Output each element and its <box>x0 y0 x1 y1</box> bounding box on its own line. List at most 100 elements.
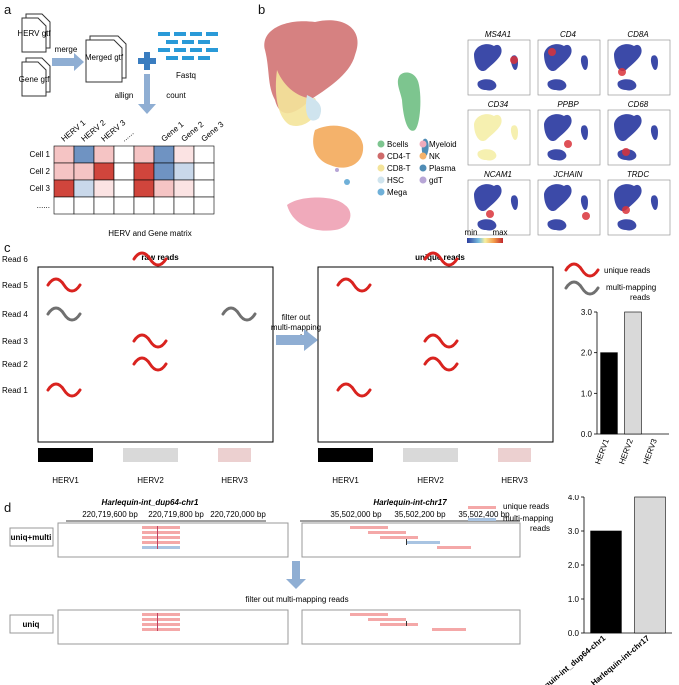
legend-swatch <box>419 164 427 172</box>
track2-multi-reads <box>350 526 471 549</box>
unique-reads-box <box>317 266 554 443</box>
legend-label: gdT <box>429 176 443 185</box>
fastq-label: Fastq <box>176 71 196 80</box>
legend-unique-swatch <box>468 506 496 509</box>
merged-gtf-document-icon <box>85 35 127 83</box>
raw-read-3-wave <box>132 333 168 349</box>
read-label: Read 3 <box>2 337 28 346</box>
genomic-tick-label: 35,502,200 bp <box>394 510 446 519</box>
legend-label: Myeloid <box>429 140 457 149</box>
matrix-col-header: Gene 3 <box>200 119 226 143</box>
legend-multi-wave <box>564 280 600 296</box>
y-tick-label: 3.0 <box>581 308 593 317</box>
genomic-ticks: 220,719,600 bp 220,719,800 bp 220,720,000 … <box>82 510 510 519</box>
matrix-row-header: Cell 2 <box>30 167 51 176</box>
panel-b-figure: Bcells Myeloid CD4-T NK CD8-T Plasma HSC gdT Meg… <box>264 20 671 243</box>
herv-gtf-label: HERV gtf <box>17 29 51 38</box>
feature-cluster-main <box>614 184 642 212</box>
legend-label: CD8-T <box>387 164 411 173</box>
count-label: count <box>166 91 186 100</box>
gene-gtf-label: Gene gtf <box>19 75 50 84</box>
read-label: Read 6 <box>2 255 28 264</box>
raw-read-4a-wave <box>46 306 82 322</box>
matrix-cell <box>193 162 215 181</box>
legend-d-unique: unique reads <box>503 502 549 511</box>
raw-read-4b-wave <box>221 306 257 322</box>
feature-cluster-b <box>510 125 518 140</box>
feature-hotspot <box>622 206 630 214</box>
track2-multi <box>301 522 521 558</box>
legend-label: NK <box>429 152 441 161</box>
track2-uniq-reads <box>350 613 466 631</box>
matrix-cell <box>153 162 175 181</box>
gene-name: CD4 <box>560 30 577 39</box>
read-label: Read 4 <box>2 310 28 319</box>
feature-cluster-myeloid <box>617 219 637 231</box>
gene-name: CD68 <box>628 100 649 109</box>
legend-swatch <box>419 176 427 184</box>
feature-cluster-myeloid <box>477 219 497 231</box>
feature-cluster-myeloid <box>547 149 567 161</box>
raw-read-waves <box>46 251 257 398</box>
track1-uniq <box>57 609 289 645</box>
panel-a-figure: HERV gtf Gene gtf merge Merged gtf Fastq… <box>17 13 226 238</box>
matrix-cell <box>133 145 155 164</box>
genomic-tick-label: 35,502,400 bp <box>458 510 510 519</box>
raw-reads-box <box>37 266 274 443</box>
filter-d-text: filter out multi-mapping reads <box>245 595 348 604</box>
bar <box>634 496 666 634</box>
fastq-reads-icon <box>158 32 218 60</box>
feature-cluster-myeloid <box>617 79 637 91</box>
read-label: Read 5 <box>2 281 28 290</box>
herv-region-bar <box>403 448 458 462</box>
raw-read-1-wave <box>46 382 82 398</box>
track1-uniq-reads <box>142 613 180 631</box>
feature-hotspot <box>548 48 556 56</box>
gene-name: MS4A1 <box>485 30 511 39</box>
matrix-cell <box>73 145 95 164</box>
raw-reads-title: raw reads <box>141 253 179 262</box>
matrix-cell <box>53 196 75 215</box>
matrix-cell <box>193 196 215 215</box>
gene-name: CD34 <box>488 100 509 109</box>
matrix-row-header: Cell 3 <box>30 184 51 193</box>
legend-multi-line2: reads <box>630 293 650 302</box>
genomic-tick-label: 220,719,800 bp <box>148 510 204 519</box>
feature-cluster-b <box>650 55 658 70</box>
y-tick-label: 2.0 <box>568 561 580 570</box>
herv-region-label: HERV3 <box>501 476 528 485</box>
herv-region-bar <box>38 448 93 462</box>
legend-label: Mega <box>387 188 408 197</box>
feature-hotspot <box>510 56 518 64</box>
y-tick-label: 1.0 <box>581 389 593 398</box>
legend-label: CD4-T <box>387 152 411 161</box>
feature-cluster-myeloid <box>477 149 497 161</box>
panel-label-b: b <box>258 2 266 17</box>
x-tick-label: HERV2 <box>617 437 635 466</box>
legend-swatch <box>419 140 427 148</box>
legend-d-multi-line2: reads <box>530 524 550 533</box>
track2-uniq <box>301 609 521 645</box>
uniq-label: uniq <box>23 620 40 629</box>
matrix-cell <box>53 179 75 198</box>
legend-swatch <box>377 140 385 148</box>
filter-arrow-icon <box>276 329 318 351</box>
matrix-cell <box>193 145 215 164</box>
filter-text-line: filter out <box>282 313 311 322</box>
gene-name: NCAM1 <box>484 170 512 179</box>
legend-unique-wave <box>564 262 600 278</box>
feature-hotspot <box>486 210 494 218</box>
herv-region-bar <box>498 448 531 462</box>
legend-multi-text: multi-mapping reads <box>606 283 656 302</box>
read-label: Read 2 <box>2 360 28 369</box>
gene-name: JCHAIN <box>553 170 583 179</box>
matrix-cell <box>73 196 95 215</box>
herv-region-bar <box>318 448 373 462</box>
align-count-arrow-icon <box>138 74 156 114</box>
uniq-label-box <box>9 614 54 634</box>
filter-d-arrow-icon <box>286 561 306 589</box>
feature-cluster-main <box>474 184 502 212</box>
herv-gtf-document-icon <box>21 13 51 53</box>
